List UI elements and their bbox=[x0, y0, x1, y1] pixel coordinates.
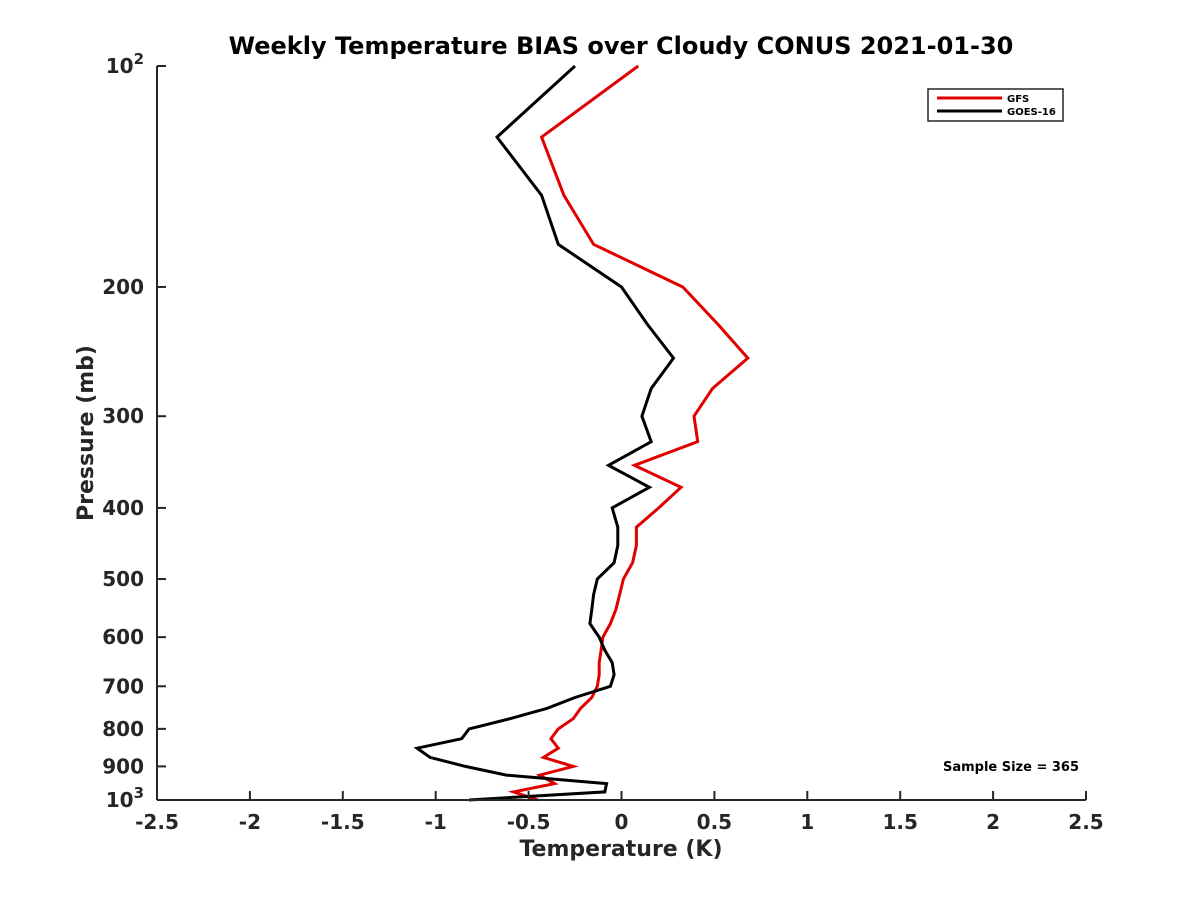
x-tick-label: -0.5 bbox=[507, 810, 551, 834]
y-tick-label: 200 bbox=[102, 275, 144, 299]
y-tick-label: 700 bbox=[102, 674, 144, 698]
y-tick-label-exponent: 3 bbox=[134, 784, 144, 802]
x-tick-label: 0 bbox=[615, 810, 629, 834]
y-tick-label: 103 bbox=[106, 784, 144, 812]
y-tick-label: 600 bbox=[102, 625, 144, 649]
plot-area bbox=[413, 64, 750, 802]
sample-size-annotation: Sample Size = 365 bbox=[943, 760, 1079, 775]
series-line-gfs bbox=[507, 64, 750, 802]
x-tick-label: -2.5 bbox=[135, 810, 179, 834]
x-tick-label: -1 bbox=[425, 810, 447, 834]
y-tick-label-base: 10 bbox=[106, 54, 134, 78]
x-tick-label: 1 bbox=[800, 810, 814, 834]
y-tick-label: 500 bbox=[102, 567, 144, 591]
x-tick-label: -2 bbox=[239, 810, 261, 834]
y-tick-label-base: 800 bbox=[102, 717, 144, 741]
y-tick-label-base: 500 bbox=[102, 567, 144, 591]
x-tick-label: 2 bbox=[986, 810, 1000, 834]
y-tick-label-base: 700 bbox=[102, 674, 144, 698]
legend-label: GOES-16 bbox=[1007, 107, 1056, 118]
x-tick-label: 1.5 bbox=[882, 810, 917, 834]
y-tick-label: 900 bbox=[102, 754, 144, 778]
y-tick-label-base: 600 bbox=[102, 625, 144, 649]
legend-label: GFS bbox=[1007, 94, 1029, 105]
y-tick-label-base: 300 bbox=[102, 404, 144, 428]
x-axis-ticks: -2.5 -2 -1.5 -1 -0.5 0 0.5 1 1.5 2 2.5 bbox=[135, 791, 1104, 834]
x-tick-label: -1.5 bbox=[321, 810, 365, 834]
y-tick-label: 400 bbox=[102, 496, 144, 520]
x-tick-label: 0.5 bbox=[697, 810, 732, 834]
y-tick-label-base: 10 bbox=[106, 788, 134, 812]
series-line-goes-16 bbox=[413, 64, 676, 802]
x-axis-label: Temperature (K) bbox=[519, 837, 722, 862]
y-tick-label-base: 900 bbox=[102, 754, 144, 778]
legend-box bbox=[927, 88, 1064, 122]
y-tick-label-base: 400 bbox=[102, 496, 144, 520]
x-tick-label: 2.5 bbox=[1068, 810, 1103, 834]
y-tick-label: 800 bbox=[102, 717, 144, 741]
y-tick-label-base: 200 bbox=[102, 275, 144, 299]
y-tick-label: 102 bbox=[106, 50, 144, 78]
y-axis-label: Pressure (mb) bbox=[74, 345, 99, 521]
y-tick-label: 300 bbox=[102, 404, 144, 428]
y-tick-label-exponent: 2 bbox=[134, 50, 144, 68]
chart-title: Weekly Temperature BIAS over Cloudy CONU… bbox=[229, 32, 1014, 60]
legend: GFS GOES-16 bbox=[927, 88, 1064, 122]
